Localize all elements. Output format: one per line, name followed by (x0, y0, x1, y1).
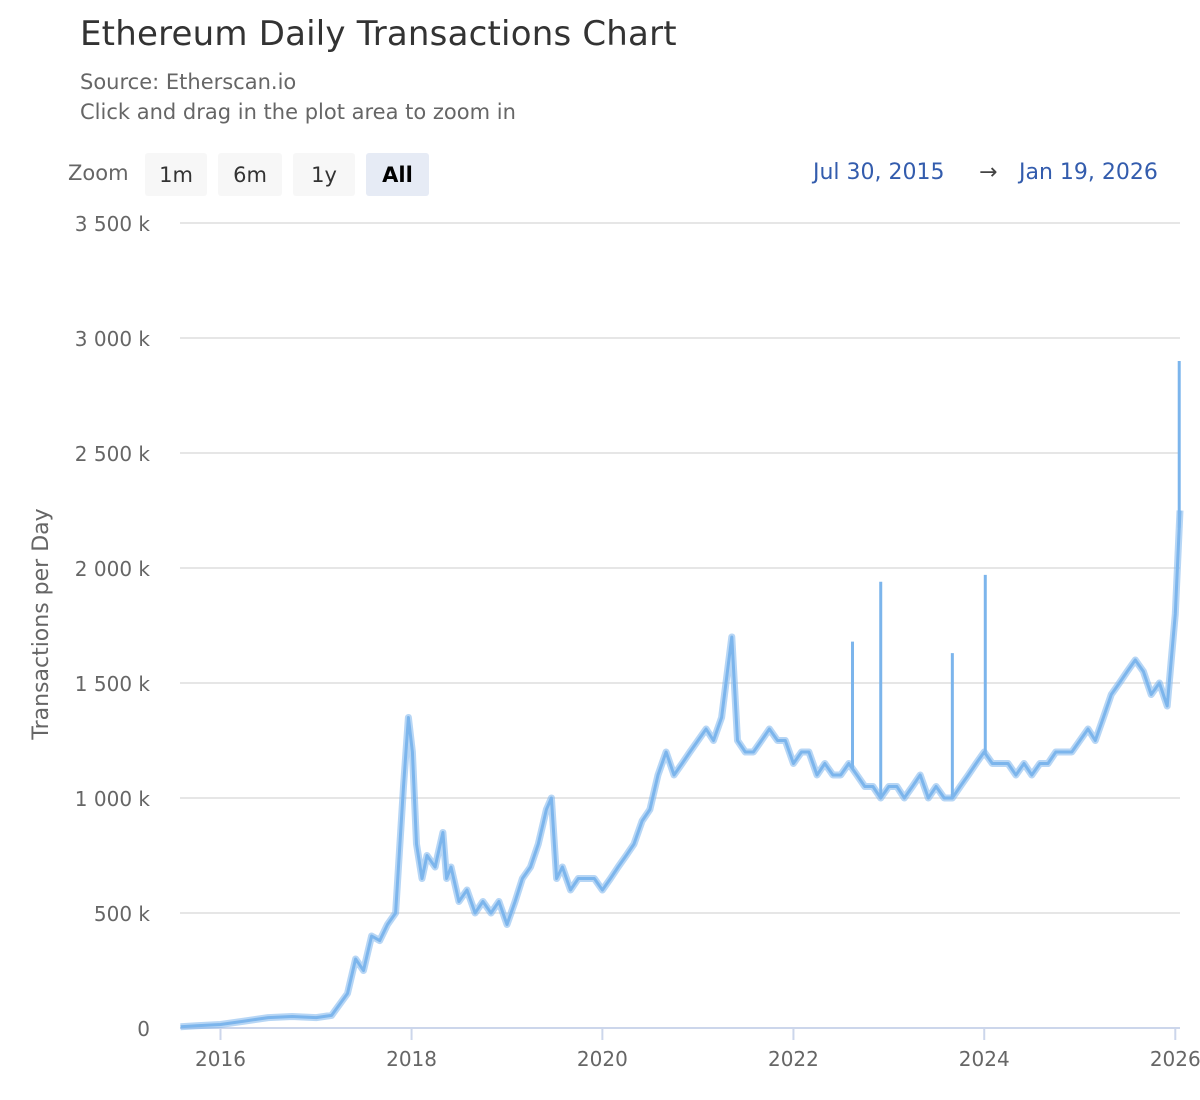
zoom-all-button[interactable]: All (366, 153, 429, 196)
series-group (180, 361, 1184, 1031)
zoom-6m-button[interactable]: 6m (218, 153, 282, 196)
y-tick-label: 0 (137, 1017, 150, 1041)
x-tick-label: 2024 (959, 1047, 1010, 1071)
x-tick-label: 2020 (577, 1047, 628, 1071)
chart-title: Ethereum Daily Transactions Chart (80, 14, 677, 54)
y-tick-label: 3 000 k (75, 327, 151, 351)
range-to-date[interactable]: Jan 19, 2026 (1019, 160, 1158, 185)
y-axis: 0 500 k 1 000 k 1 500 k 2 000 k 2 500 k 3 000 … (75, 212, 151, 1041)
y-tick-label: 1 000 k (75, 787, 151, 811)
zoom-label: Zoom (68, 161, 129, 185)
y-tick-label: 1 500 k (75, 672, 151, 696)
zoom-1y-button[interactable]: 1y (293, 153, 355, 196)
y-axis-title: Transactions per Day (29, 508, 54, 740)
range-arrow: → (979, 160, 998, 185)
x-tick-label: 2026 (1150, 1047, 1200, 1071)
grid-lines (180, 222, 1180, 914)
x-axis: 2016 2018 2020 2022 2024 2026 (180, 1027, 1200, 1071)
chart-hint: Click and drag in the plot area to zoom … (80, 100, 516, 124)
y-tick-label: 2 000 k (75, 557, 151, 581)
y-tick-label: 2 500 k (75, 442, 151, 466)
x-tick-label: 2022 (768, 1047, 819, 1071)
series-line (180, 510, 1182, 1029)
y-tick-label: 500 k (94, 902, 151, 926)
y-tick-label: 3 500 k (75, 212, 151, 236)
x-tick-label: 2018 (386, 1047, 437, 1071)
range-from-date[interactable]: Jul 30, 2015 (813, 160, 945, 185)
chart-source: Source: Etherscan.io (80, 70, 297, 94)
x-tick-label: 2016 (195, 1047, 246, 1071)
zoom-1m-button[interactable]: 1m (145, 153, 207, 196)
